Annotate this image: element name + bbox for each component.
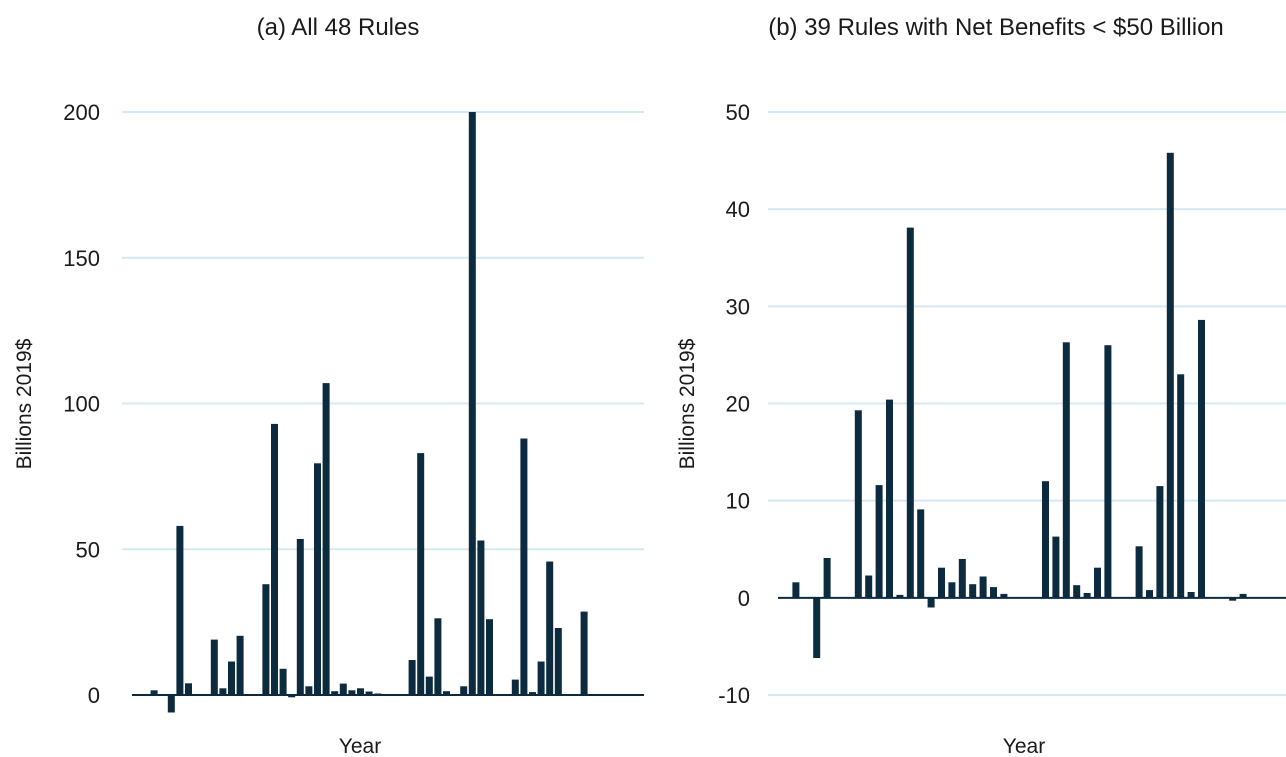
bar — [948, 582, 956, 598]
bar — [219, 688, 227, 695]
gridlines-b — [768, 111, 1286, 696]
bar — [520, 438, 528, 695]
bar — [979, 576, 987, 598]
bar — [408, 660, 416, 695]
bar — [813, 597, 821, 658]
gridlines-a — [122, 111, 644, 551]
bar — [288, 695, 296, 698]
bar — [1239, 593, 1247, 598]
bar — [1094, 567, 1101, 598]
bar — [1198, 319, 1205, 598]
bar — [314, 463, 321, 695]
bar — [236, 635, 244, 695]
bar — [927, 597, 935, 608]
bar — [580, 611, 588, 695]
bar — [546, 561, 554, 695]
bar — [486, 619, 493, 695]
bar — [477, 540, 485, 695]
bar — [1229, 597, 1237, 601]
bar — [228, 661, 235, 695]
bar — [425, 676, 433, 695]
bar — [1135, 546, 1143, 598]
bar — [896, 594, 904, 598]
bar — [357, 688, 364, 695]
bar — [296, 539, 304, 695]
bar — [443, 691, 450, 695]
chart-title-a: (a) All 48 Rules — [257, 14, 420, 41]
chart-title-b: (b) 39 Rules with Net Benefits < $50 Bil… — [768, 14, 1224, 41]
chart-panel-a: (a) All 48 Rules 0 50 100 150 200 Billions 2… — [13, 14, 644, 757]
x-axis-label-b: Year — [1003, 735, 1045, 757]
bar — [262, 584, 270, 695]
x-axis-label-a: Year — [339, 735, 381, 757]
bar — [176, 525, 184, 695]
bar — [1146, 590, 1153, 598]
bar — [1042, 481, 1049, 598]
y-tick-label: 50 — [726, 100, 750, 125]
bar — [434, 618, 442, 695]
y-tick-labels-a: 0 50 100 150 200 — [63, 100, 100, 708]
y-tick-label: -10 — [718, 683, 750, 708]
bar — [938, 567, 945, 598]
bar — [167, 695, 175, 713]
bar — [279, 668, 287, 695]
bar — [854, 410, 862, 598]
y-tick-label: 0 — [88, 683, 100, 708]
bar — [1000, 593, 1008, 598]
bar — [554, 628, 562, 695]
bar — [365, 691, 373, 695]
bar — [886, 399, 893, 598]
y-tick-label: 150 — [63, 246, 100, 271]
bar — [339, 683, 347, 695]
bar — [906, 227, 914, 598]
bar — [1062, 342, 1070, 598]
y-tick-label: 10 — [726, 489, 750, 514]
bar — [185, 683, 192, 695]
bar — [823, 558, 831, 598]
y-tick-labels-b: -10 0 10 20 30 40 50 — [718, 100, 750, 708]
bar — [271, 423, 278, 695]
y-axis-label-b: Billions 2019$ — [676, 338, 699, 469]
bar — [348, 690, 356, 695]
bar — [1156, 486, 1164, 598]
y-tick-label: 20 — [726, 392, 750, 417]
bar — [1177, 374, 1185, 598]
y-tick-label: 0 — [738, 586, 750, 611]
bar — [210, 639, 218, 695]
bar — [322, 383, 330, 695]
bar — [1166, 152, 1174, 598]
y-tick-label: 40 — [726, 197, 750, 222]
bar — [1104, 345, 1112, 598]
bar — [417, 453, 425, 695]
bar — [1052, 536, 1060, 598]
bar — [990, 587, 997, 598]
y-tick-label: 100 — [63, 392, 100, 417]
bar — [958, 559, 966, 598]
bar — [150, 690, 158, 695]
chart-panel-b: (b) 39 Rules with Net Benefits < $50 Bil… — [676, 14, 1286, 757]
bars-a — [150, 112, 588, 713]
y-tick-label: 30 — [726, 294, 750, 319]
bar — [529, 692, 536, 695]
bar — [792, 582, 800, 598]
bar — [1187, 592, 1195, 598]
bar — [331, 691, 339, 695]
y-tick-label: 50 — [76, 537, 100, 562]
y-axis-label-a: Billions 2019$ — [13, 338, 36, 469]
bar — [865, 575, 873, 598]
bar — [305, 686, 313, 695]
bar — [1073, 585, 1081, 598]
bar — [511, 679, 519, 695]
bar — [969, 584, 977, 598]
y-tick-label: 200 — [63, 100, 100, 125]
bar — [1083, 593, 1091, 598]
bars-b — [792, 152, 1247, 658]
bar — [468, 112, 476, 695]
bar — [917, 509, 925, 598]
bar — [460, 686, 468, 695]
bar — [875, 485, 883, 598]
bar — [537, 661, 545, 695]
